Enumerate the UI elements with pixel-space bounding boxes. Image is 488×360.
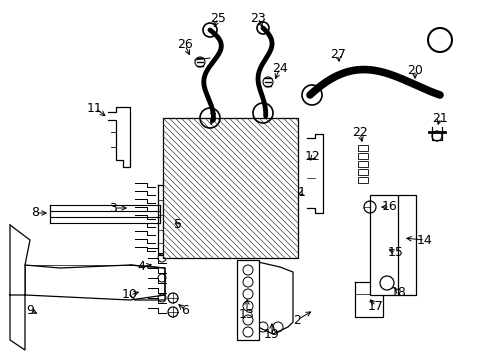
Bar [237, 260, 259, 340]
Bar [369, 195, 397, 295]
Text: 14: 14 [416, 234, 432, 247]
Bar [357, 161, 367, 167]
Bar [357, 169, 367, 175]
Text: 16: 16 [381, 201, 397, 213]
Text: 20: 20 [406, 63, 422, 77]
Bar [357, 153, 367, 159]
Text: 4: 4 [137, 261, 144, 274]
Text: 7: 7 [208, 112, 217, 125]
Bar [357, 145, 367, 151]
Text: 3: 3 [109, 202, 117, 215]
Text: 18: 18 [390, 285, 406, 298]
Bar [163, 118, 297, 258]
Text: 25: 25 [210, 12, 225, 24]
Text: 27: 27 [329, 49, 345, 62]
Text: 21: 21 [431, 112, 447, 125]
Text: 22: 22 [351, 126, 367, 139]
Text: 1: 1 [298, 186, 305, 199]
Text: 6: 6 [181, 303, 188, 316]
Text: 19: 19 [264, 328, 279, 342]
Text: 23: 23 [250, 12, 265, 24]
Text: 26: 26 [177, 39, 192, 51]
Bar [357, 177, 367, 183]
Text: 12: 12 [305, 150, 320, 163]
Text: 10: 10 [122, 288, 138, 302]
Text: 11: 11 [87, 102, 102, 114]
Text: 15: 15 [387, 247, 403, 260]
Text: 24: 24 [271, 62, 287, 75]
Text: 13: 13 [239, 309, 254, 321]
Text: 9: 9 [26, 303, 34, 316]
Text: 5: 5 [174, 219, 182, 231]
Text: 2: 2 [292, 314, 300, 327]
Text: 8: 8 [31, 207, 39, 220]
Text: 17: 17 [367, 300, 383, 312]
